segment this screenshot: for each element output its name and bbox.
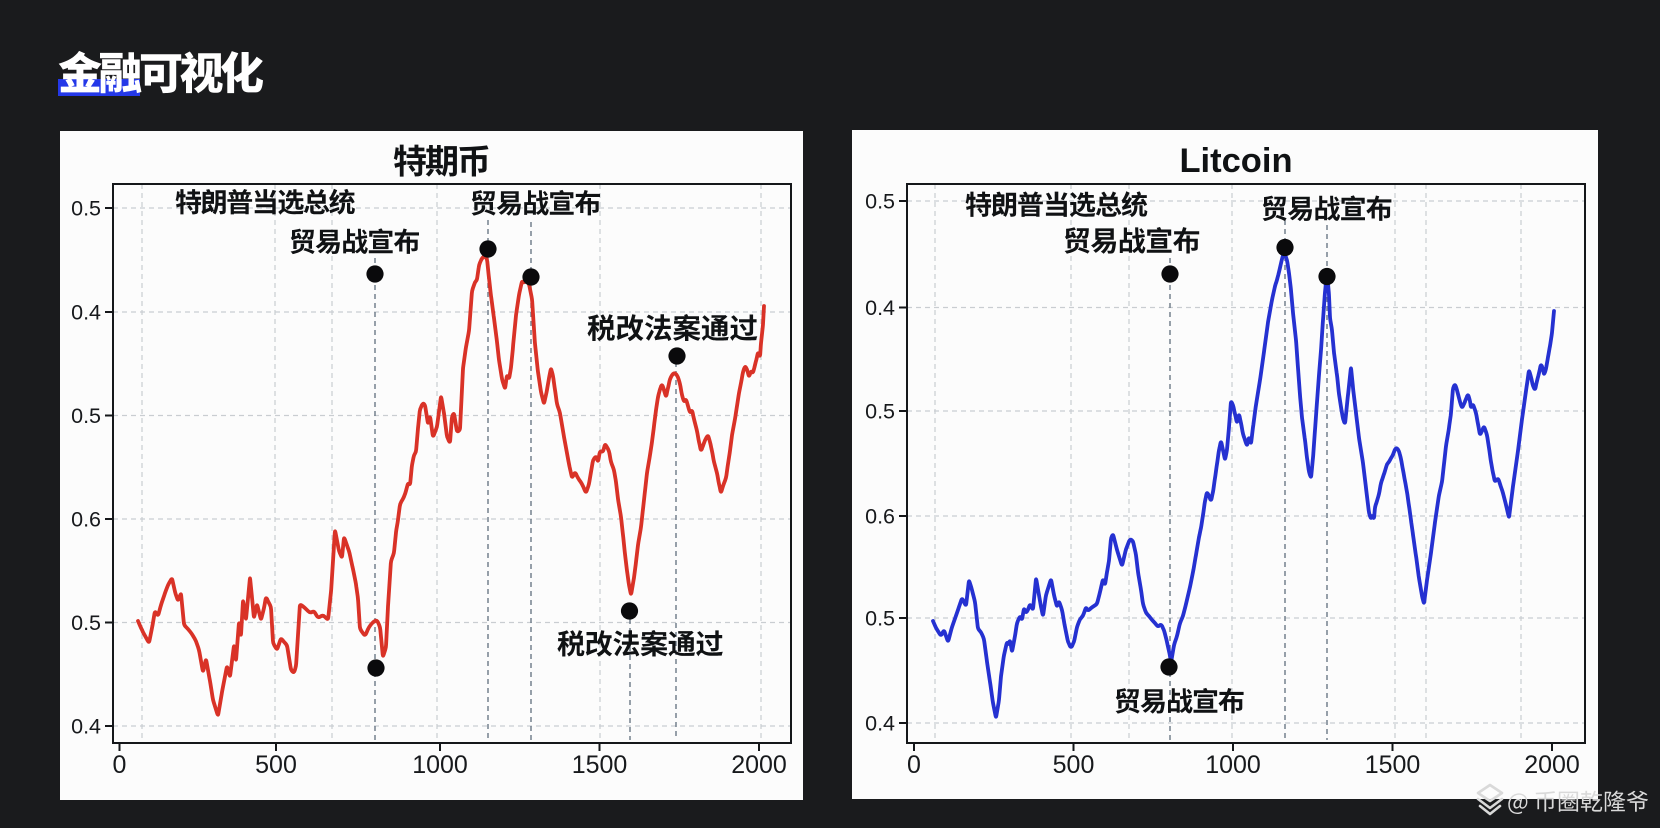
svg-text:500: 500	[1053, 751, 1095, 779]
svg-text:0.5: 0.5	[865, 190, 895, 214]
svg-text:0.4: 0.4	[865, 296, 895, 320]
svg-text:0.5: 0.5	[71, 611, 101, 635]
svg-text:2000: 2000	[1524, 751, 1580, 779]
svg-text:Litcoin: Litcoin	[1179, 142, 1292, 180]
svg-text:1000: 1000	[1205, 751, 1261, 779]
svg-text:0: 0	[113, 751, 127, 779]
svg-text:0.5: 0.5	[71, 404, 101, 428]
svg-text:2000: 2000	[731, 751, 787, 779]
svg-text:1000: 1000	[412, 751, 468, 779]
svg-text:0.5: 0.5	[865, 400, 895, 424]
svg-text:0: 0	[907, 751, 921, 779]
svg-text:0.5: 0.5	[71, 197, 101, 221]
svg-text:500: 500	[255, 751, 297, 779]
svg-text:0.4: 0.4	[865, 712, 895, 736]
svg-text:0.6: 0.6	[865, 505, 895, 529]
svg-text:1500: 1500	[1365, 751, 1421, 779]
svg-text:0.4: 0.4	[71, 301, 101, 325]
svg-text:0.5: 0.5	[865, 607, 895, 631]
svg-text:0.4: 0.4	[71, 715, 101, 739]
svg-text:0.6: 0.6	[71, 508, 101, 532]
svg-text:1500: 1500	[572, 751, 628, 779]
